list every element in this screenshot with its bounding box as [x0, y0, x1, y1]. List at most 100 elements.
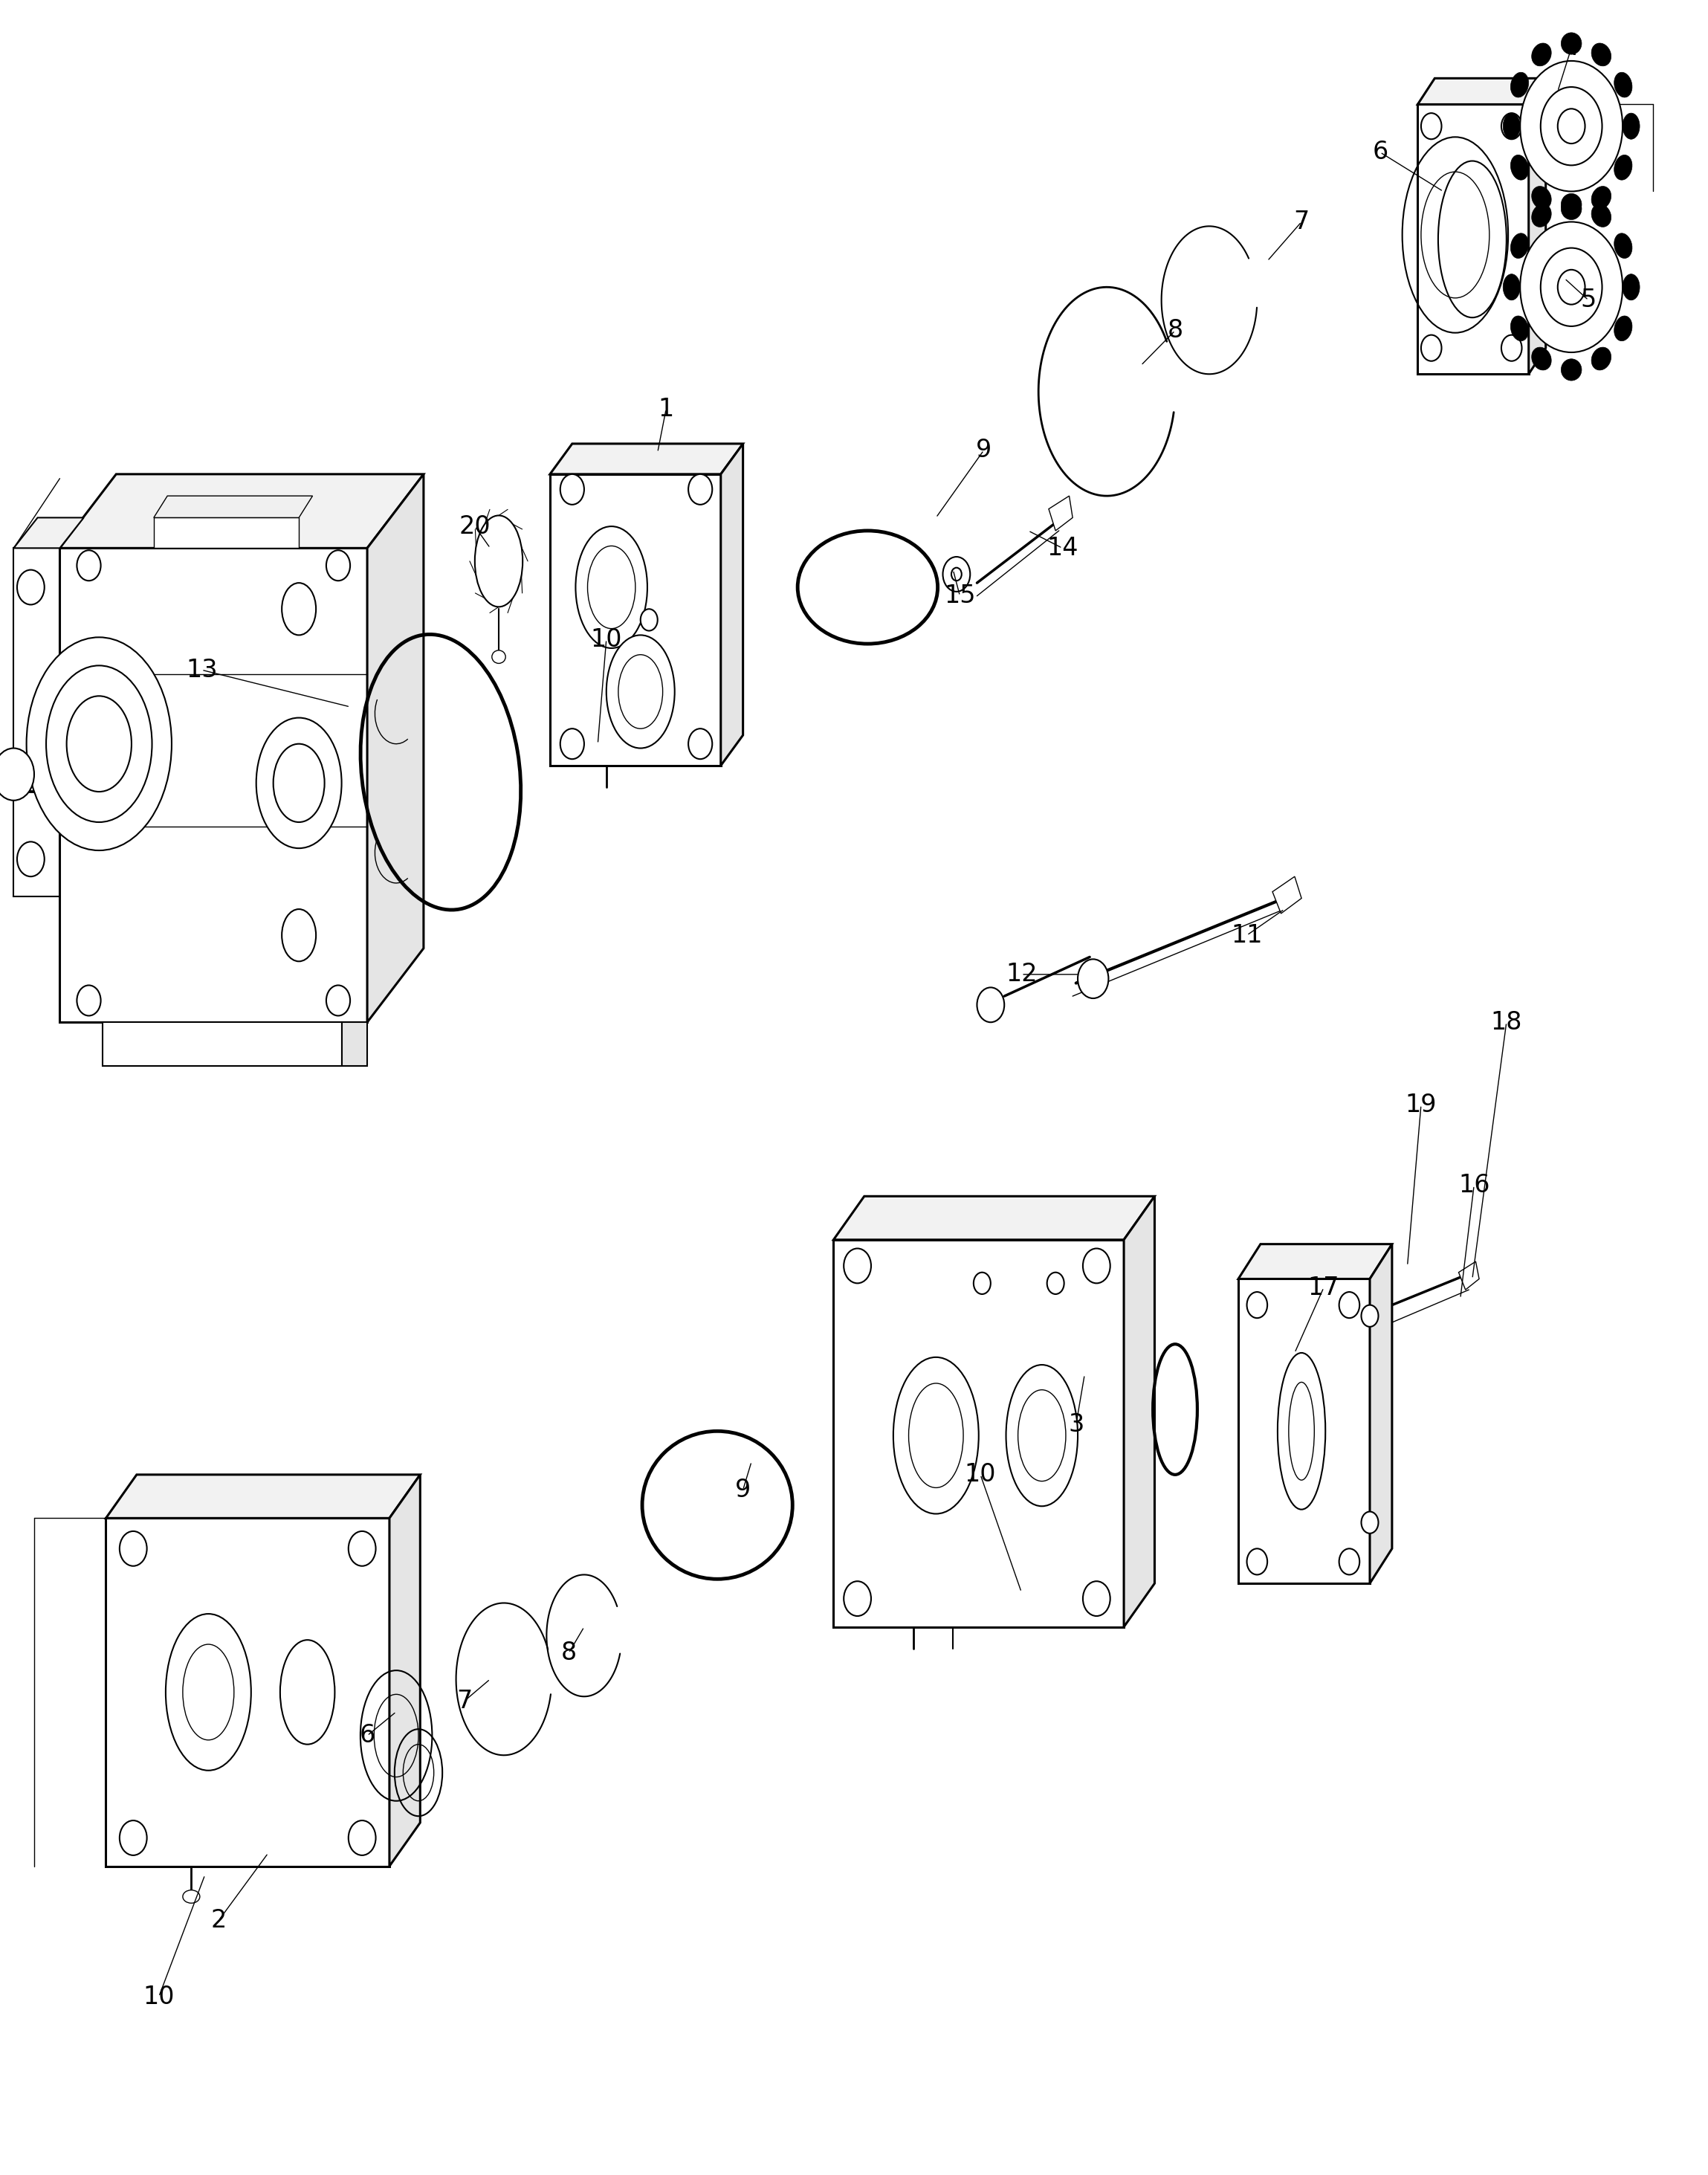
Polygon shape: [834, 1240, 1124, 1627]
Ellipse shape: [1623, 113, 1640, 139]
Ellipse shape: [1532, 204, 1551, 226]
Polygon shape: [721, 444, 743, 766]
Ellipse shape: [492, 650, 506, 663]
Ellipse shape: [1614, 72, 1633, 98]
Ellipse shape: [475, 515, 523, 607]
Polygon shape: [102, 1022, 342, 1066]
Ellipse shape: [256, 718, 342, 848]
Circle shape: [77, 550, 101, 581]
Circle shape: [1083, 1581, 1110, 1616]
Text: 10: 10: [965, 1462, 996, 1488]
Polygon shape: [1049, 496, 1073, 531]
Text: 13: 13: [186, 657, 217, 683]
Circle shape: [1247, 1549, 1267, 1575]
Circle shape: [951, 568, 962, 581]
Circle shape: [943, 557, 970, 592]
Ellipse shape: [1592, 348, 1611, 370]
Circle shape: [1520, 61, 1623, 191]
Ellipse shape: [27, 637, 171, 850]
Ellipse shape: [1510, 154, 1529, 181]
Text: 17: 17: [1308, 1275, 1339, 1301]
Polygon shape: [550, 474, 721, 766]
Ellipse shape: [46, 666, 152, 822]
Ellipse shape: [588, 546, 635, 629]
Text: 12: 12: [1006, 961, 1037, 987]
Text: 14: 14: [1047, 535, 1078, 561]
Text: 7: 7: [1293, 209, 1310, 235]
Circle shape: [17, 842, 44, 877]
Text: 19: 19: [1406, 1092, 1436, 1118]
Ellipse shape: [606, 635, 675, 748]
Ellipse shape: [1006, 1366, 1078, 1505]
Ellipse shape: [67, 696, 132, 792]
Polygon shape: [367, 474, 424, 1022]
Text: 4: 4: [1563, 35, 1580, 61]
Circle shape: [560, 474, 584, 505]
Polygon shape: [1529, 78, 1546, 374]
Circle shape: [1501, 113, 1522, 139]
Polygon shape: [1370, 1244, 1392, 1583]
Text: 15: 15: [945, 583, 975, 609]
Ellipse shape: [1561, 33, 1582, 54]
Ellipse shape: [1532, 44, 1551, 65]
Polygon shape: [14, 548, 60, 896]
Text: 8: 8: [1167, 318, 1184, 344]
Circle shape: [120, 1820, 147, 1855]
Polygon shape: [389, 1475, 420, 1866]
Ellipse shape: [273, 744, 325, 822]
Text: 5: 5: [1580, 287, 1597, 313]
Ellipse shape: [1592, 204, 1611, 226]
Circle shape: [326, 985, 350, 1016]
Circle shape: [17, 570, 44, 605]
Circle shape: [1520, 222, 1623, 352]
Text: 10: 10: [143, 1984, 174, 2010]
Ellipse shape: [1532, 348, 1551, 370]
Ellipse shape: [1510, 72, 1529, 98]
Text: 7: 7: [456, 1688, 473, 1714]
Ellipse shape: [1614, 154, 1633, 181]
Ellipse shape: [1592, 187, 1611, 209]
Circle shape: [1558, 270, 1585, 305]
Circle shape: [1541, 87, 1602, 165]
Ellipse shape: [909, 1383, 963, 1488]
Polygon shape: [1272, 877, 1301, 914]
Circle shape: [1421, 335, 1442, 361]
Polygon shape: [14, 518, 84, 548]
Ellipse shape: [1018, 1390, 1066, 1481]
Circle shape: [326, 550, 350, 581]
Ellipse shape: [183, 1644, 234, 1740]
Circle shape: [1047, 1272, 1064, 1294]
Text: 6: 6: [1372, 139, 1389, 165]
Ellipse shape: [1561, 198, 1582, 220]
Polygon shape: [60, 474, 424, 548]
Polygon shape: [342, 1022, 367, 1066]
Text: 1: 1: [658, 396, 675, 422]
Circle shape: [1558, 109, 1585, 144]
Ellipse shape: [1438, 161, 1506, 318]
Circle shape: [1501, 335, 1522, 361]
Text: 10: 10: [591, 626, 622, 653]
Circle shape: [120, 1531, 147, 1566]
Text: 20: 20: [459, 513, 490, 539]
Polygon shape: [60, 548, 367, 1022]
Text: 11: 11: [1231, 922, 1262, 948]
Circle shape: [77, 985, 101, 1016]
Circle shape: [1247, 1292, 1267, 1318]
Circle shape: [688, 729, 712, 759]
Polygon shape: [1459, 1262, 1479, 1290]
Ellipse shape: [280, 1640, 335, 1744]
Polygon shape: [834, 1196, 1155, 1240]
Ellipse shape: [1510, 315, 1529, 341]
Ellipse shape: [1561, 194, 1582, 215]
Circle shape: [1078, 959, 1108, 998]
Polygon shape: [1124, 1196, 1155, 1627]
Circle shape: [1421, 113, 1442, 139]
Circle shape: [844, 1581, 871, 1616]
Text: 8: 8: [560, 1640, 577, 1666]
Circle shape: [1339, 1549, 1360, 1575]
Ellipse shape: [1503, 274, 1520, 300]
Text: 9: 9: [734, 1477, 752, 1503]
Circle shape: [640, 609, 658, 631]
Circle shape: [974, 1272, 991, 1294]
Ellipse shape: [1288, 1383, 1313, 1481]
